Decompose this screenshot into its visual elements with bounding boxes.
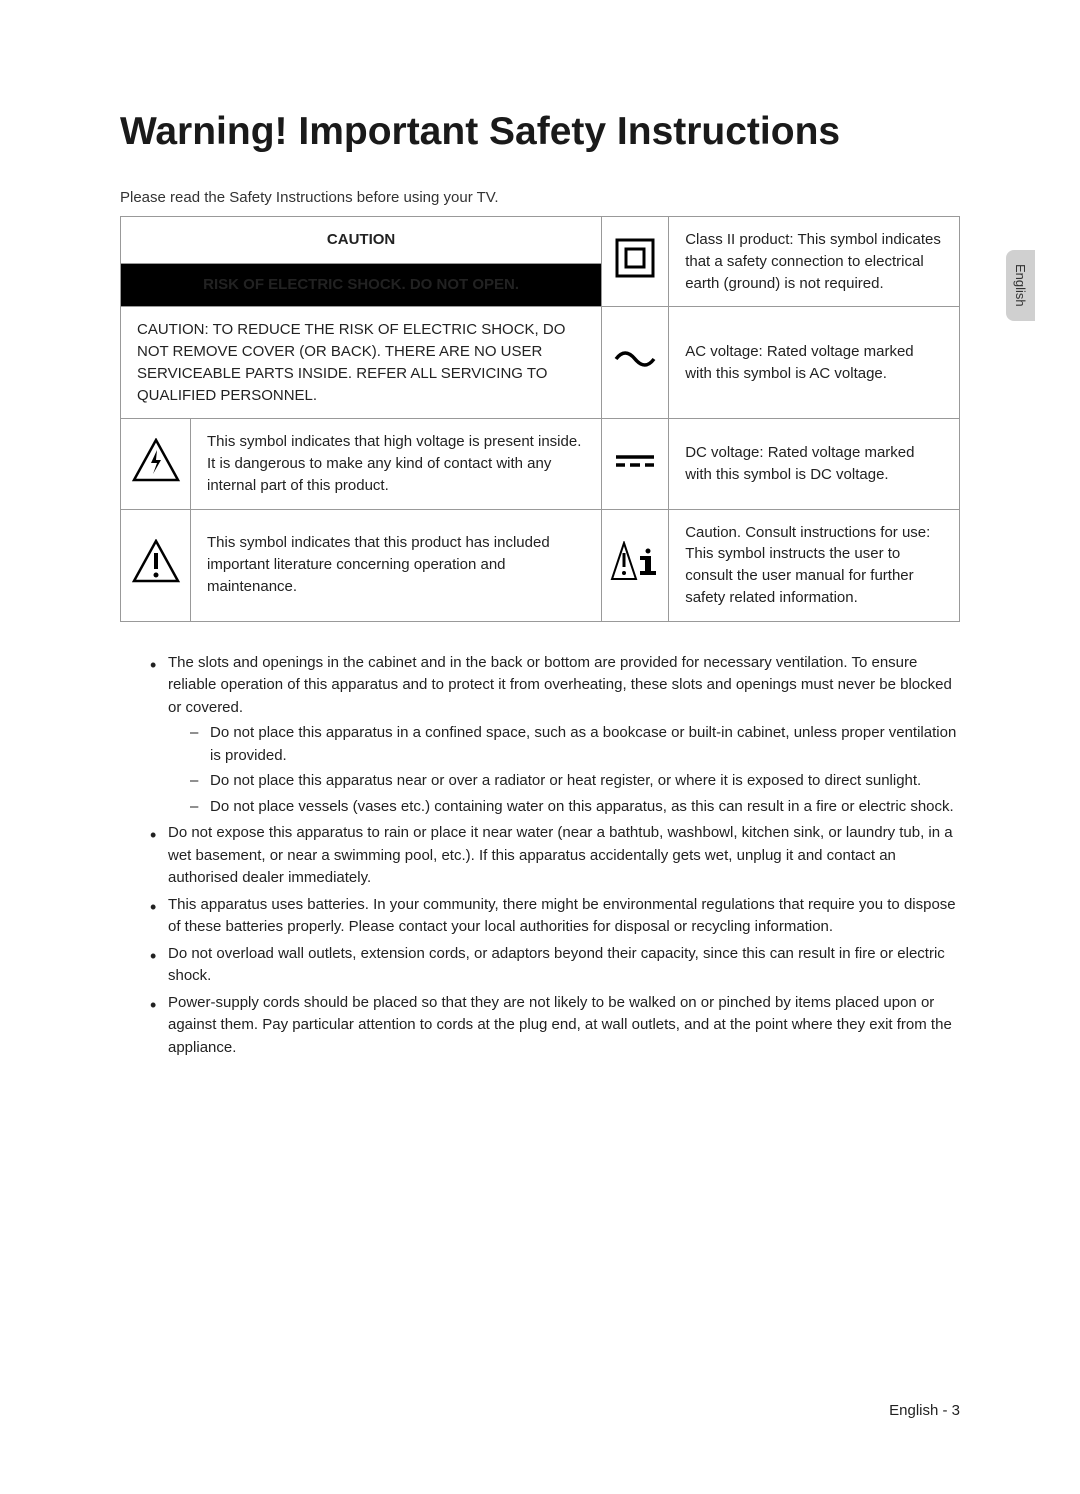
sub-bullet: Do not place vessels (vases etc.) contai…	[190, 796, 960, 819]
bullet-item: The slots and openings in the cabinet an…	[150, 652, 960, 819]
safety-table: CAUTION Class II product: This symbol in…	[120, 216, 960, 622]
class-ii-text: Class II product: This symbol indicates …	[669, 217, 960, 307]
language-tab: English	[1006, 250, 1035, 321]
dc-voltage-text: DC voltage: Rated voltage marked with th…	[669, 419, 960, 509]
consult-icon	[602, 509, 669, 621]
safety-bullets: The slots and openings in the cabinet an…	[120, 652, 960, 1060]
bullet-text: The slots and openings in the cabinet an…	[168, 654, 952, 716]
dc-voltage-icon	[602, 419, 669, 509]
high-voltage-icon	[121, 419, 191, 509]
sub-bullet: Do not place this apparatus near or over…	[190, 770, 960, 793]
caution-full-text: CAUTION: TO REDUCE THE RISK OF ELECTRIC …	[121, 307, 602, 419]
ac-voltage-icon	[602, 307, 669, 419]
literature-text: This symbol indicates that this product …	[191, 509, 602, 621]
intro-text: Please read the Safety Instructions befo…	[120, 189, 960, 206]
bullet-item: Do not expose this apparatus to rain or …	[150, 822, 960, 890]
sub-list: Do not place this apparatus in a confine…	[168, 722, 960, 818]
consult-text: Caution. Consult instructions for use: T…	[669, 509, 960, 621]
literature-icon	[121, 509, 191, 621]
ac-voltage-text: AC voltage: Rated voltage marked with th…	[669, 307, 960, 419]
bullet-item: Power-supply cords should be placed so t…	[150, 992, 960, 1060]
sub-bullet: Do not place this apparatus in a confine…	[190, 722, 960, 767]
page-footer: English - 3	[889, 1402, 960, 1419]
class-ii-icon	[602, 217, 669, 307]
page-title: Warning! Important Safety Instructions	[120, 110, 960, 154]
bullet-item: This apparatus uses batteries. In your c…	[150, 894, 960, 939]
high-voltage-text: This symbol indicates that high voltage …	[191, 419, 602, 509]
caution-header: CAUTION	[121, 217, 602, 264]
risk-header: RISK OF ELECTRIC SHOCK. DO NOT OPEN.	[121, 264, 602, 307]
bullet-item: Do not overload wall outlets, extension …	[150, 943, 960, 988]
